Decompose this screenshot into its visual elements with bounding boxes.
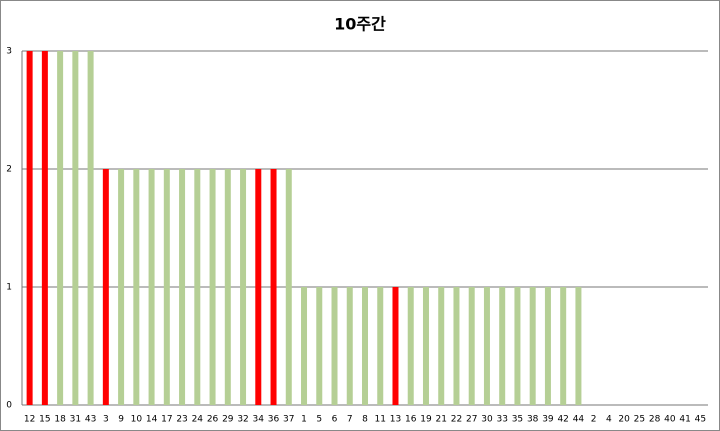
bar bbox=[499, 287, 506, 405]
bar bbox=[194, 169, 201, 405]
bar bbox=[301, 287, 308, 405]
bar bbox=[133, 169, 140, 405]
bar bbox=[560, 287, 567, 405]
bar bbox=[377, 287, 384, 405]
x-tick-label: 2 bbox=[591, 415, 597, 425]
x-tick-label: 36 bbox=[268, 415, 280, 425]
x-tick-label: 23 bbox=[176, 415, 187, 425]
x-tick-label: 30 bbox=[481, 415, 493, 425]
bar bbox=[544, 287, 551, 405]
x-tick-label: 15 bbox=[39, 415, 50, 425]
x-tick-label: 14 bbox=[146, 415, 158, 425]
x-tick-label: 10 bbox=[131, 415, 143, 425]
x-tick-label: 4 bbox=[606, 415, 612, 425]
bar bbox=[514, 287, 521, 405]
bar bbox=[41, 51, 48, 405]
y-tick-label: 1 bbox=[6, 283, 12, 293]
x-tick-label: 27 bbox=[466, 415, 477, 425]
bar bbox=[209, 169, 216, 405]
bar bbox=[240, 169, 247, 405]
bar bbox=[529, 287, 536, 405]
x-tick-label: 17 bbox=[161, 415, 172, 425]
y-tick-label: 0 bbox=[6, 401, 12, 411]
bar bbox=[575, 287, 582, 405]
bar bbox=[468, 287, 475, 405]
x-tick-label: 20 bbox=[618, 415, 630, 425]
bar bbox=[407, 287, 414, 405]
x-tick-label: 33 bbox=[496, 415, 507, 425]
bar bbox=[438, 287, 445, 405]
x-tick-label: 5 bbox=[316, 415, 322, 425]
x-tick-label: 29 bbox=[222, 415, 234, 425]
bar bbox=[346, 287, 353, 405]
bar bbox=[118, 169, 125, 405]
x-tick-label: 40 bbox=[664, 415, 676, 425]
x-tick-label: 18 bbox=[54, 415, 66, 425]
x-tick-label: 34 bbox=[253, 415, 265, 425]
bar bbox=[72, 51, 79, 405]
x-tick-label: 45 bbox=[695, 415, 706, 425]
x-tick-label: 32 bbox=[237, 415, 248, 425]
x-tick-label: 13 bbox=[390, 415, 401, 425]
bar bbox=[285, 169, 292, 405]
x-tick-label: 21 bbox=[435, 415, 446, 425]
bar bbox=[453, 287, 460, 405]
x-tick-label: 38 bbox=[527, 415, 539, 425]
x-tick-label: 6 bbox=[332, 415, 338, 425]
x-tick-label: 26 bbox=[207, 415, 219, 425]
x-tick-label: 35 bbox=[512, 415, 523, 425]
x-tick-label: 8 bbox=[362, 415, 368, 425]
x-tick-label: 24 bbox=[192, 415, 204, 425]
x-tick-label: 19 bbox=[420, 415, 432, 425]
x-tick-label: 12 bbox=[24, 415, 35, 425]
x-tick-label: 1 bbox=[301, 415, 307, 425]
bar bbox=[102, 169, 109, 405]
x-tick-label: 44 bbox=[573, 415, 585, 425]
x-tick-label: 3 bbox=[103, 415, 109, 425]
bar bbox=[316, 287, 323, 405]
bar bbox=[270, 169, 277, 405]
bar bbox=[163, 169, 170, 405]
y-tick-label: 2 bbox=[6, 165, 12, 175]
x-tick-label: 31 bbox=[70, 415, 81, 425]
bar bbox=[392, 287, 399, 405]
bar bbox=[87, 51, 94, 405]
x-tick-label: 39 bbox=[542, 415, 554, 425]
x-tick-label: 43 bbox=[85, 415, 96, 425]
x-tick-label: 16 bbox=[405, 415, 417, 425]
bar bbox=[255, 169, 262, 405]
x-tick-label: 42 bbox=[557, 415, 568, 425]
bar bbox=[57, 51, 64, 405]
x-tick-label: 22 bbox=[451, 415, 462, 425]
bar bbox=[179, 169, 186, 405]
x-tick-label: 28 bbox=[649, 415, 661, 425]
x-tick-label: 11 bbox=[375, 415, 386, 425]
bar bbox=[26, 51, 33, 405]
x-tick-label: 9 bbox=[118, 415, 124, 425]
y-tick-label: 3 bbox=[6, 47, 12, 57]
bar bbox=[422, 287, 429, 405]
x-tick-label: 41 bbox=[679, 415, 690, 425]
bar bbox=[362, 287, 368, 405]
bar bbox=[148, 169, 155, 405]
x-tick-label: 37 bbox=[283, 415, 294, 425]
bar bbox=[331, 287, 338, 405]
chart-title: 10주간 bbox=[334, 15, 386, 34]
x-tick-label: 7 bbox=[347, 415, 353, 425]
x-tick-label: 25 bbox=[634, 415, 645, 425]
bar bbox=[224, 169, 231, 405]
bar bbox=[483, 287, 490, 405]
